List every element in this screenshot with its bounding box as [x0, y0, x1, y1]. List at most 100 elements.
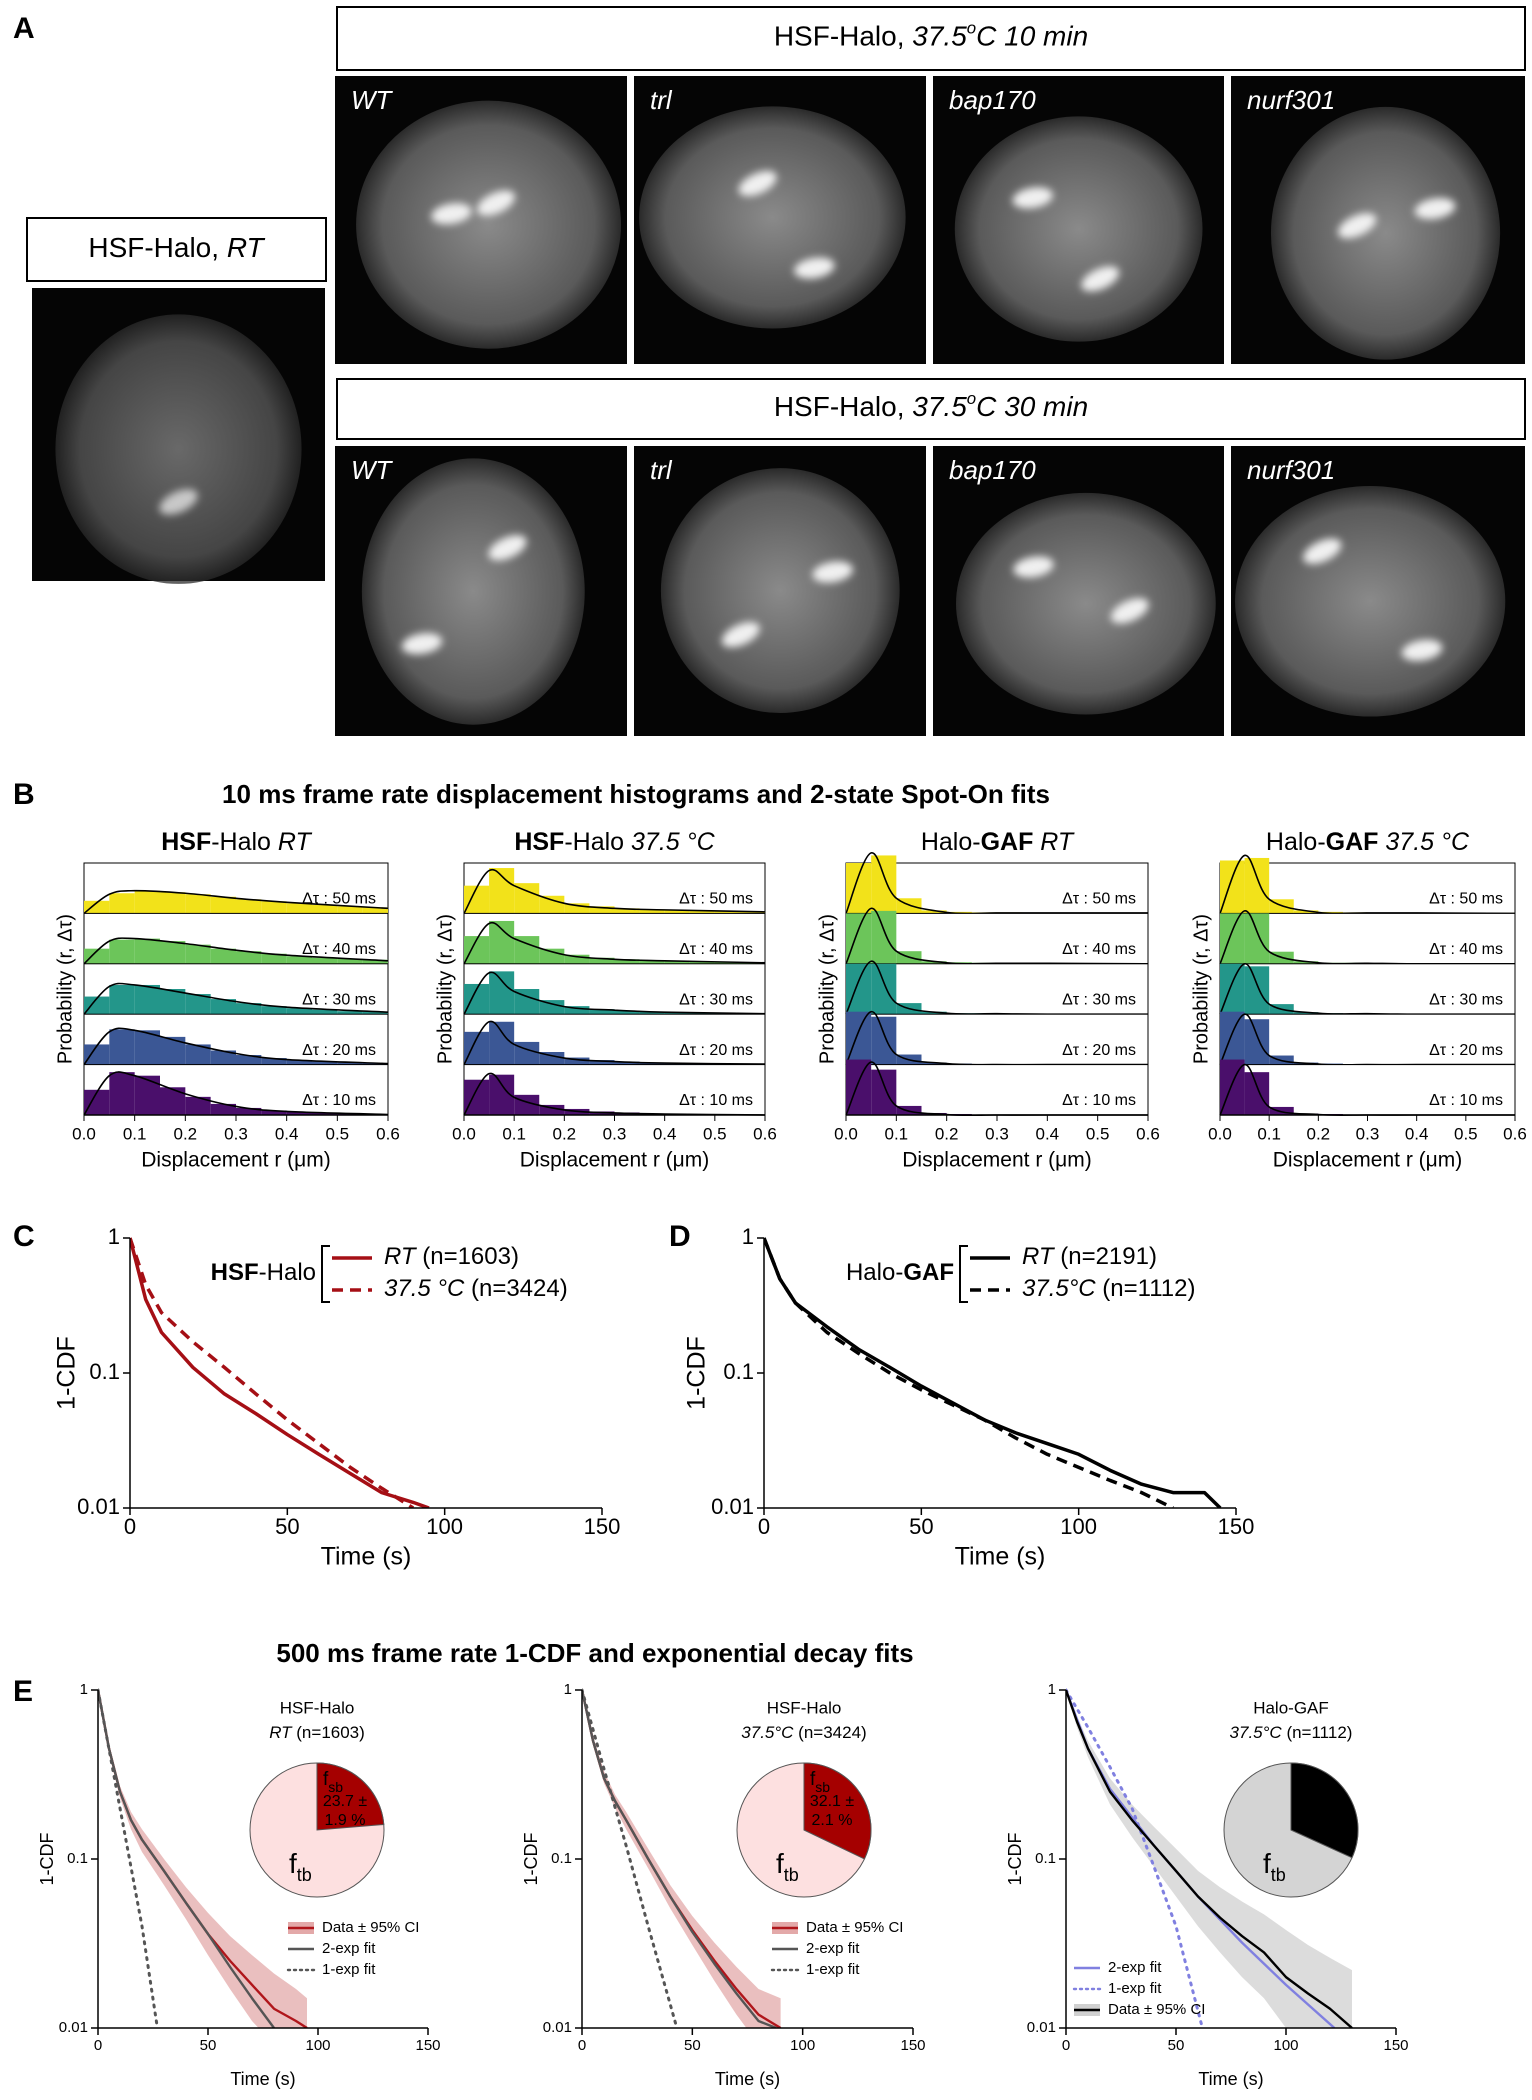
- chart-subtitle: HSF-Halo 37.5 °C: [514, 828, 715, 856]
- nucleus: [356, 100, 622, 349]
- chart-annotation: 37.5°C (n=3424): [741, 1723, 866, 1742]
- histogram-bar: [160, 1087, 186, 1115]
- legend-bracket: [959, 1245, 968, 1303]
- histogram-bar: [489, 1021, 515, 1065]
- histogram-bar: [109, 1029, 135, 1065]
- x-tick-label: 0: [94, 2037, 102, 2054]
- nucleus: [55, 314, 302, 584]
- histogram-bar: [160, 892, 186, 914]
- histogram-bar: [639, 960, 665, 964]
- histogram-bar: [1244, 913, 1270, 964]
- panel-label: B: [13, 778, 35, 811]
- histogram-bar: [312, 957, 338, 964]
- plot-area: [764, 1237, 1222, 1508]
- section-title: 10 ms frame rate displacement histograms…: [222, 779, 1050, 809]
- y-axis-label: 1-CDF: [683, 1336, 711, 1410]
- histogram-bar: [362, 907, 388, 914]
- text-part: GAF: [981, 828, 1034, 856]
- x-tick-label: 0.3: [1356, 1124, 1380, 1143]
- histogram-bar: [846, 913, 872, 964]
- x-axis-label: Time (s): [321, 1543, 412, 1571]
- image-label: nurf301: [1247, 455, 1335, 485]
- y-axis-label: 1-CDF: [521, 1832, 541, 1885]
- nucleus: [1235, 485, 1506, 717]
- histogram-bar: [714, 962, 740, 964]
- series-line: [582, 1688, 679, 2028]
- chart-annotation: RT (n=1603): [269, 1723, 365, 1742]
- histogram-bar: [134, 1075, 160, 1115]
- series-label: Δτ : 20 ms: [1429, 1042, 1503, 1059]
- legend-name: 37.5°C: [1022, 1275, 1096, 1302]
- text-part: 37.5: [912, 391, 967, 422]
- pie-label-sub: sb: [815, 1779, 830, 1795]
- histogram-bar: [564, 903, 590, 914]
- series-label: Δτ : 50 ms: [1429, 891, 1503, 908]
- pie-label: fsb: [323, 1769, 343, 1795]
- text-part: 37.5°C: [1230, 1723, 1283, 1742]
- histogram-bar: [639, 1011, 665, 1015]
- series-label: Δτ : 10 ms: [302, 1092, 376, 1109]
- histogram-bar: [871, 855, 897, 914]
- histogram-bar: [1269, 1106, 1294, 1115]
- histogram-bar: [286, 903, 312, 914]
- y-tick-label: 1: [564, 1681, 572, 1698]
- x-tick-label: 0.1: [1257, 1124, 1281, 1143]
- x-tick-label: 0.4: [653, 1124, 677, 1143]
- histogram-bar: [312, 1112, 338, 1115]
- bright-locus: [1401, 639, 1443, 661]
- pie-label-sub: tb: [297, 1865, 312, 1885]
- image-label: WT: [351, 455, 394, 485]
- y-tick-label: 0.1: [551, 1850, 572, 1867]
- bright-locus: [812, 561, 853, 583]
- series-label: Δτ : 30 ms: [1062, 991, 1136, 1008]
- nucleus: [660, 468, 900, 714]
- histogram-bar: [1293, 910, 1319, 914]
- text-part: -Halo: [211, 828, 278, 856]
- histogram-bar: [185, 1096, 211, 1115]
- histogram-bar: [1220, 860, 1245, 914]
- bright-locus: [738, 170, 777, 197]
- x-tick-label: 0.1: [885, 1124, 909, 1143]
- histogram-bar: [614, 959, 640, 964]
- y-axis-label: Probability (r, Δτ): [54, 914, 76, 1064]
- histogram-bar: [210, 1050, 236, 1065]
- histogram-bar: [714, 911, 740, 914]
- bright-locus: [159, 489, 198, 515]
- series-label: Δτ : 20 ms: [1062, 1042, 1136, 1059]
- image-label: bap170: [949, 85, 1036, 115]
- nucleus: [639, 106, 906, 329]
- image-label: bap170: [949, 455, 1036, 485]
- histogram-bar: [639, 909, 665, 914]
- histogram-bar: [286, 1111, 312, 1115]
- x-tick-label: 0: [1062, 2037, 1070, 2054]
- nucleus: [954, 116, 1203, 342]
- histogram-bar: [109, 893, 135, 914]
- series-line: [764, 1237, 1174, 1508]
- bright-locus: [1303, 538, 1342, 564]
- x-tick-label: 0.2: [935, 1124, 959, 1143]
- histogram-bar: [589, 906, 615, 914]
- image-label: trl: [650, 85, 673, 115]
- y-tick-label: 0.01: [77, 1494, 120, 1519]
- x-tick-label: 100: [426, 1514, 463, 1539]
- fit-curve: [83, 937, 389, 965]
- panel-label: E: [13, 1675, 33, 1708]
- histogram-bar: [921, 961, 947, 964]
- x-tick-label: 0.3: [603, 1124, 627, 1143]
- histogram-bar: [109, 984, 135, 1015]
- bright-locus: [1110, 598, 1149, 624]
- series-line: [130, 1237, 430, 1508]
- pie-label-sub: sb: [1302, 1779, 1317, 1795]
- histogram-bar: [871, 1069, 897, 1115]
- bright-locus: [488, 535, 527, 561]
- histogram-bar: [185, 994, 211, 1015]
- histogram-bar: [337, 958, 363, 964]
- legend-label: RT (n=1603): [384, 1243, 519, 1270]
- x-tick-label: 0.0: [72, 1124, 96, 1143]
- x-tick-label: 100: [1273, 2037, 1298, 2054]
- histogram-bar: [1244, 1019, 1270, 1065]
- image-label: nurf301: [1247, 85, 1335, 115]
- y-axis-label: Probability (r, Δτ): [816, 914, 838, 1064]
- fit-curve: [83, 1027, 389, 1066]
- histogram-bar: [664, 961, 690, 964]
